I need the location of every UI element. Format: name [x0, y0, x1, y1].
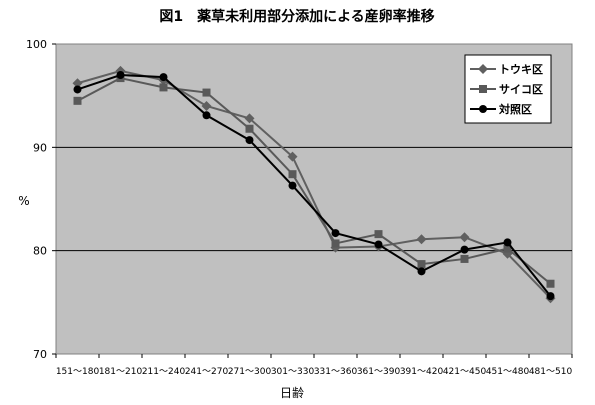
series-line	[77, 73, 552, 297]
y-tick-label: 70	[33, 348, 47, 361]
series-line	[77, 69, 552, 299]
data-point	[159, 73, 168, 82]
data-point	[546, 292, 555, 301]
legend-entry: トウキ区	[470, 63, 543, 76]
x-tick-label: 331～360	[314, 367, 358, 377]
y-tick-label: 100	[26, 38, 47, 51]
data-point	[201, 101, 212, 111]
data-point	[288, 170, 297, 179]
x-tick-label: 241～270	[185, 367, 229, 377]
y-axis-ticks: 70 80 90 100	[26, 38, 56, 361]
data-point	[503, 238, 512, 247]
data-point	[73, 96, 82, 105]
legend-marker	[479, 85, 487, 93]
data-point	[245, 136, 254, 145]
legend-label: 対照区	[498, 102, 532, 116]
data-point	[417, 260, 426, 269]
y-tick-label: 90	[33, 141, 47, 154]
x-tick-label: 301～330	[271, 367, 315, 377]
data-point	[374, 230, 383, 239]
x-tick-label: 481～510	[529, 367, 573, 377]
legend-entry: サイコ区	[470, 83, 543, 96]
legend-marker	[479, 105, 487, 113]
series-layer	[72, 65, 556, 304]
series-1	[72, 65, 556, 304]
x-axis-label: 日齢	[280, 385, 304, 400]
data-point	[331, 229, 340, 238]
y-axis-label: %	[18, 194, 29, 208]
data-point	[116, 71, 125, 79]
data-point	[244, 113, 255, 124]
chart-title: 図1 薬草未利用部分添加による産卵率推移	[159, 8, 434, 25]
data-point	[503, 244, 512, 253]
data-point	[202, 88, 211, 97]
x-tick-label: 421～450	[443, 367, 487, 377]
gridlines	[56, 146, 572, 252]
legend-marker	[478, 64, 488, 74]
x-tick-label: 271～300	[228, 367, 272, 377]
legend-entry: 対照区	[470, 102, 532, 116]
data-point	[72, 78, 83, 89]
data-point	[331, 239, 340, 248]
x-tick-label: 151～180	[56, 367, 100, 377]
data-point	[459, 232, 470, 243]
y-tick-label: 80	[33, 245, 47, 258]
x-tick-label: 181～210	[99, 367, 143, 377]
x-tick-label: 451～480	[486, 367, 530, 377]
data-point	[202, 111, 211, 120]
data-point	[416, 234, 427, 245]
x-axis-ticks: 151～180 181～210 211～240 241～270 271～300 301～3…	[55, 354, 573, 377]
legend-label: サイコ区	[499, 83, 543, 96]
data-point	[374, 240, 383, 249]
x-tick-label: 361～390	[357, 367, 401, 377]
x-tick-label: 211～240	[142, 367, 186, 377]
data-point	[460, 254, 469, 263]
data-point	[460, 245, 469, 254]
data-point	[417, 267, 426, 276]
x-tick-label: 391～420	[400, 367, 444, 377]
series-3	[73, 71, 555, 301]
data-point	[546, 279, 555, 288]
data-point	[73, 85, 82, 94]
data-point	[288, 181, 297, 190]
data-point	[245, 124, 254, 133]
data-point	[287, 151, 298, 162]
legend-label: トウキ区	[499, 63, 543, 76]
data-point	[159, 83, 168, 92]
